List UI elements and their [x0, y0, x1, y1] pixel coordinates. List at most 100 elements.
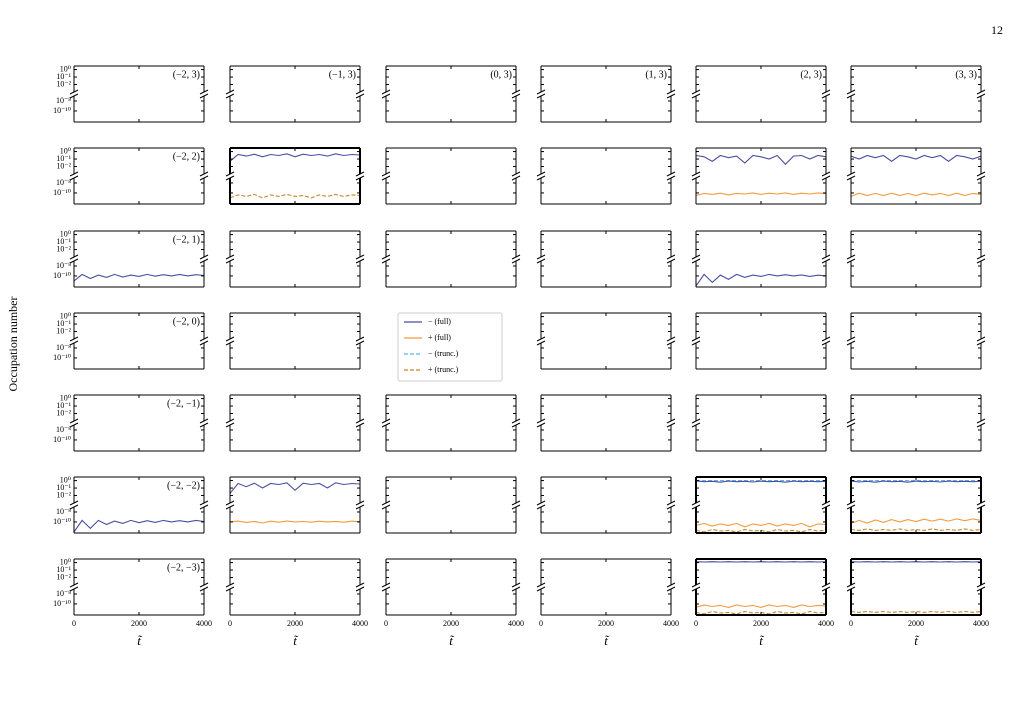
axis-break: [691, 586, 701, 592]
panel: (3, 3): [846, 65, 986, 123]
panel-label: (−2, 2): [173, 151, 200, 162]
axis-break: [821, 89, 831, 95]
y-tick-label: 10⁻¹⁰: [53, 188, 71, 197]
data-line: [695, 273, 827, 287]
axis-break: [846, 504, 856, 510]
data-line: [850, 154, 982, 162]
axis-break: [225, 418, 235, 424]
x-tick-label: 4000: [196, 619, 212, 628]
axis-break: [691, 340, 701, 346]
axis-break: [355, 418, 365, 424]
axis-break: [511, 254, 521, 260]
y-tick-label: 10⁻⁸: [56, 343, 71, 352]
axis-break: [381, 582, 391, 588]
axis-break: [355, 89, 365, 95]
legend: − (full) + (full) − (trunc.) + (trunc.): [397, 312, 503, 382]
axis-break: [821, 93, 831, 99]
y-tick-label: 10⁻⁸: [56, 507, 71, 516]
axis-break: [69, 504, 79, 510]
axis-break: [225, 89, 235, 95]
y-tick-label: 10⁻⁸: [56, 589, 71, 598]
panel: [536, 476, 676, 534]
y-tick-label: 10⁻²: [56, 490, 71, 499]
x-tick-label: 2000: [131, 619, 147, 628]
axis-break: [821, 175, 831, 181]
data-line: [850, 518, 982, 524]
axis-break: [976, 340, 986, 346]
axis-break: [976, 500, 986, 506]
panel: [225, 230, 365, 288]
panel-label: (0, 3): [490, 69, 512, 80]
axis-break: [821, 258, 831, 264]
panel: (2, 3): [691, 65, 831, 123]
axis-break: [199, 254, 209, 260]
panel: [691, 230, 831, 288]
axis-break: [355, 258, 365, 264]
axis-break: [69, 336, 79, 342]
x-axis-label: t̃: [604, 633, 610, 648]
axis-break: [846, 175, 856, 181]
axis-break: [666, 500, 676, 506]
axis-break: [225, 422, 235, 428]
y-tick-label: 10⁰: [60, 64, 71, 73]
axis-break: [536, 175, 546, 181]
axis-break: [666, 175, 676, 181]
x-tick-label: 4000: [818, 619, 834, 628]
axis-break: [846, 586, 856, 592]
data-line: [850, 610, 982, 613]
axis-break: [821, 586, 831, 592]
x-tick-label: 4000: [663, 619, 679, 628]
axis-break: [381, 89, 391, 95]
axis-break: [381, 93, 391, 99]
panel-label: (−2, 1): [173, 234, 200, 245]
axis-break: [536, 418, 546, 424]
x-tick-label: 4000: [973, 619, 989, 628]
axis-break: [199, 582, 209, 588]
y-tick-label: 10⁻⁸: [56, 261, 71, 270]
data-line: [229, 520, 361, 524]
axis-break: [199, 418, 209, 424]
axis-break: [691, 504, 701, 510]
axis-break: [511, 89, 521, 95]
axis-break: [976, 93, 986, 99]
axis-break: [225, 586, 235, 592]
axis-break: [69, 582, 79, 588]
legend-label: − (trunc.): [428, 349, 459, 358]
y-tick-label: 10⁰: [60, 146, 71, 155]
axis-break: [69, 175, 79, 181]
data-line: [73, 273, 205, 282]
panel: [536, 312, 676, 370]
panel: [846, 476, 986, 534]
axis-break: [225, 336, 235, 342]
y-axis-label: Occupation number: [6, 297, 20, 392]
x-tick-label: 2000: [598, 619, 614, 628]
axis-break: [666, 258, 676, 264]
axis-break: [355, 504, 365, 510]
x-tick-label: 0: [694, 619, 698, 628]
axis-break: [225, 254, 235, 260]
axis-break: [381, 422, 391, 428]
axis-break: [976, 89, 986, 95]
axis-break: [199, 175, 209, 181]
axis-break: [225, 500, 235, 506]
axis-break: [536, 171, 546, 177]
x-axis-label: t̃: [914, 633, 920, 648]
legend-label: + (trunc.): [428, 365, 459, 374]
x-tick-label: 2000: [908, 619, 924, 628]
y-tick-label: 10⁻¹⁰: [53, 271, 71, 280]
axis-break: [666, 504, 676, 510]
axis-break: [69, 254, 79, 260]
axis-break: [511, 175, 521, 181]
data-line: [229, 193, 361, 199]
panel: [846, 312, 986, 370]
axis-break: [666, 418, 676, 424]
axis-break: [355, 171, 365, 177]
axis-break: [536, 336, 546, 342]
axis-break: [691, 171, 701, 177]
axis-break: [225, 340, 235, 346]
axis-break: [536, 89, 546, 95]
axis-break: [821, 504, 831, 510]
axis-break: [821, 340, 831, 346]
panel-label: (−2, −2): [167, 480, 200, 491]
